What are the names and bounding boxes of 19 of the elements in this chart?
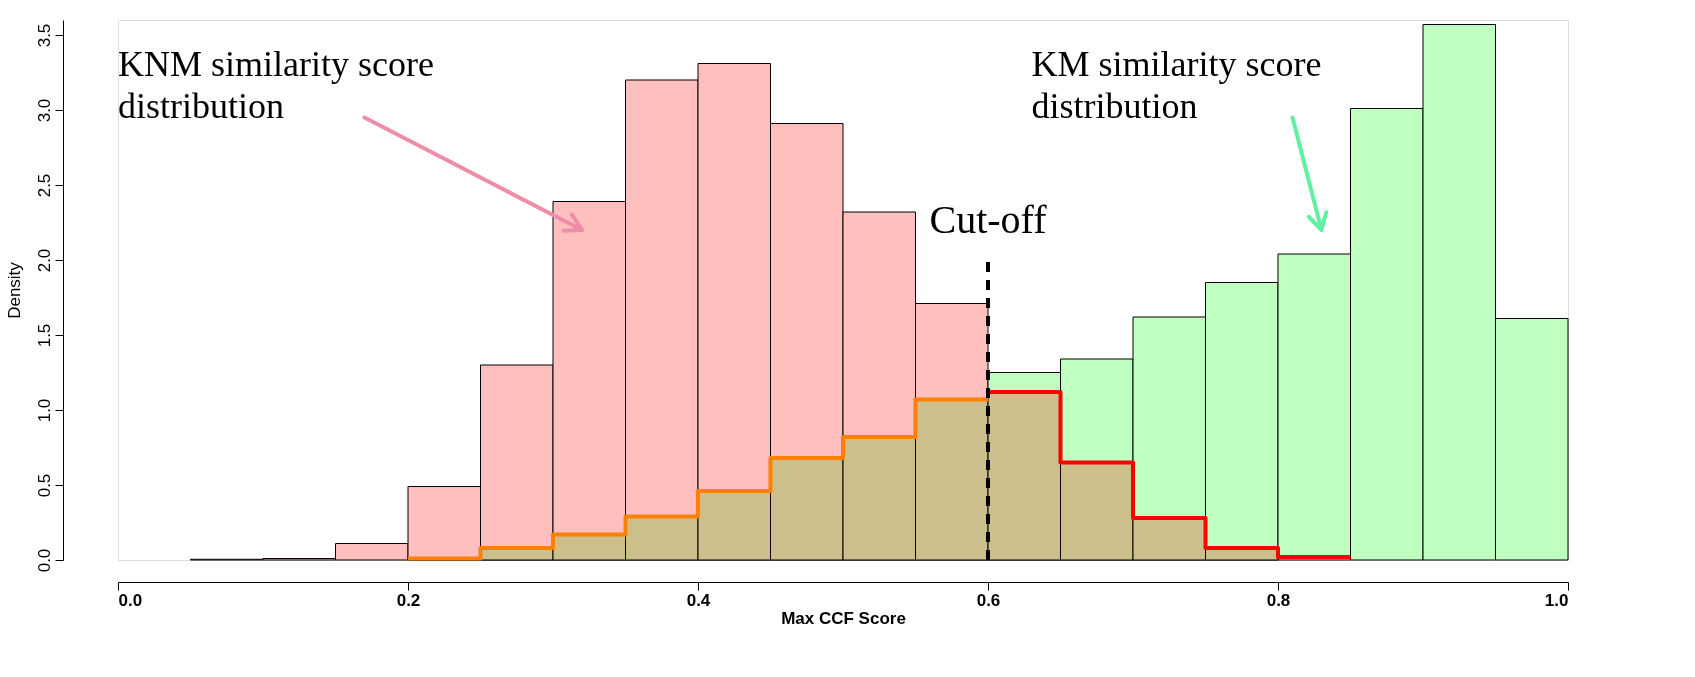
x-axis-title: Max CCF Score: [781, 608, 906, 628]
x-tick-label: 1.0: [1544, 590, 1569, 610]
y-tick-label: 1.0: [34, 398, 54, 423]
y-tick-label: 2.5: [34, 173, 54, 198]
y-tick-label: 2.0: [34, 248, 54, 273]
x-tick-label: 0.0: [118, 590, 143, 610]
x-tick-label: 0.8: [1266, 590, 1291, 610]
y-axis-title: Density: [4, 261, 24, 319]
annotation: KM similarity score distribution: [1031, 44, 1322, 126]
y-tick-label: 1.5: [34, 323, 54, 348]
y-tick-label: 3.5: [34, 23, 54, 48]
x-tick-label: 0.6: [976, 590, 1001, 610]
x-tick-label: 0.2: [396, 590, 421, 610]
y-tick-label: 0.0: [34, 548, 54, 573]
y-tick-label: 0.5: [34, 473, 54, 498]
x-tick-label: 0.4: [686, 590, 711, 610]
annotation: KNM similarity score distribution: [118, 44, 434, 126]
y-tick-label: 3.0: [34, 98, 54, 123]
ref-line-label: Cut-off: [929, 197, 1048, 243]
